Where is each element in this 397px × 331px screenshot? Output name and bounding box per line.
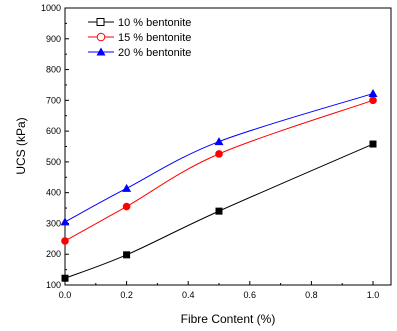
legend-label: 20 % bentonite (118, 47, 191, 59)
data-point (215, 207, 223, 215)
data-point (214, 137, 224, 146)
plot-frame (64, 7, 392, 286)
data-point (60, 217, 70, 226)
y-tick-label: 1000 (41, 3, 61, 13)
y-tick-label: 800 (46, 65, 61, 75)
x-tick-label: 0.6 (244, 290, 257, 300)
y-axis-ticks: 100 200 300 400 500 600 700 800 900 1000 (41, 3, 69, 290)
data-point (215, 150, 223, 158)
legend: 10 % bentonite 15 % bentonite 20 % bentoni… (88, 17, 191, 59)
x-axis-label: Fibre Content (%) (181, 312, 276, 326)
y-tick-label: 300 (46, 218, 61, 228)
y-tick-label: 700 (46, 95, 61, 105)
y-tick-label: 100 (46, 280, 61, 290)
x-tick-label: 1.0 (367, 290, 380, 300)
y-tick-label: 600 (46, 126, 61, 136)
x-axis-ticks: 0.0 0.2 0.4 0.6 0.8 1.0 (59, 281, 380, 300)
data-point (368, 89, 378, 98)
legend-marker (96, 32, 106, 42)
data-point (61, 274, 69, 282)
x-tick-label: 0.4 (182, 290, 195, 300)
x-tick-label: 0.0 (59, 290, 72, 300)
data-point (122, 202, 131, 211)
y-tick-label: 200 (46, 249, 61, 259)
legend-label: 10 % bentonite (118, 17, 191, 29)
data-point (369, 96, 377, 105)
series-line (64, 93, 374, 223)
x-tick-label: 0.8 (305, 290, 318, 300)
data-point (61, 237, 69, 245)
legend-marker (96, 18, 105, 26)
series-line (64, 99, 374, 242)
x-tick-label: 0.2 (120, 290, 133, 300)
y-tick-label: 400 (46, 188, 61, 198)
series-line (64, 143, 374, 279)
data-point (369, 140, 377, 148)
series-group (60, 89, 378, 282)
y-tick-label: 900 (46, 34, 61, 44)
y-tick-label: 500 (46, 157, 61, 167)
data-point (123, 251, 131, 259)
legend-label: 15 % bentonite (118, 32, 191, 44)
legend-marker (96, 47, 106, 56)
y-axis-label: UCS (kPa) (14, 117, 28, 174)
data-point (122, 183, 132, 192)
